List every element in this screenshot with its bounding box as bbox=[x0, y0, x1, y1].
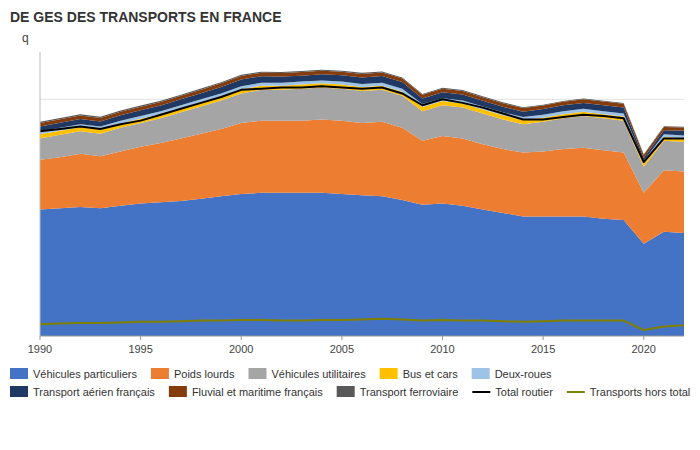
legend-swatch bbox=[380, 368, 398, 379]
legend-swatch bbox=[10, 386, 28, 397]
x-tick-label: 2010 bbox=[430, 343, 454, 355]
area bbox=[40, 83, 684, 166]
chart: DE GES DES TRANSPORTS EN FRANCE q 1990 1995… bbox=[0, 0, 700, 450]
legend-item: Bus et cars bbox=[380, 368, 459, 380]
legend-swatch bbox=[248, 368, 266, 379]
legend-label: Deux-roues bbox=[495, 368, 552, 380]
title: DE GES DES TRANSPORTS EN FRANCE bbox=[10, 9, 281, 25]
x-tick bbox=[241, 336, 242, 340]
legend-swatch bbox=[567, 391, 585, 393]
x-tick bbox=[442, 336, 443, 340]
legend-swatch bbox=[472, 368, 490, 379]
legend-label: Véhicules particuliers bbox=[33, 368, 137, 380]
legend-label: Transport aérien français bbox=[33, 386, 155, 398]
legend-swatch bbox=[151, 368, 169, 379]
legend-swatch bbox=[10, 368, 28, 379]
line bbox=[40, 319, 684, 330]
legend-label: Bus et cars bbox=[403, 368, 459, 380]
legend-label: Total routier bbox=[495, 386, 553, 398]
x-tick-label: 2020 bbox=[632, 343, 656, 355]
legend-item: Transports hors total bbox=[567, 386, 690, 398]
legend-item: Transport ferroviaire bbox=[337, 386, 459, 398]
legend-item: Transport aérien français bbox=[10, 386, 155, 398]
legend-label: Véhicules utilitaires bbox=[271, 368, 366, 380]
legend-item: Fluvial et maritime français bbox=[169, 386, 323, 398]
legend-label: Poids lourds bbox=[174, 368, 235, 380]
plot-area bbox=[40, 70, 684, 336]
y-axis-label: q bbox=[22, 31, 29, 45]
y-axis bbox=[40, 52, 41, 336]
x-tick-label: 2000 bbox=[229, 343, 253, 355]
x-tick bbox=[341, 336, 342, 340]
x-tick bbox=[40, 336, 41, 340]
legend-item: Deux-roues bbox=[472, 368, 552, 380]
legend-swatch bbox=[169, 386, 187, 397]
legend-label: Transports hors total bbox=[590, 386, 690, 398]
legend-item: Total routier bbox=[472, 386, 553, 398]
legend-item: Véhicules utilitaires bbox=[248, 368, 366, 380]
legend-swatch bbox=[337, 386, 355, 397]
x-axis bbox=[40, 336, 684, 337]
legend: Véhicules particuliers Poids lourds Véhicu… bbox=[10, 368, 690, 398]
legend-label: Fluvial et maritime français bbox=[192, 386, 323, 398]
x-tick-label: 2005 bbox=[330, 343, 354, 355]
area bbox=[40, 80, 684, 163]
legend-label: Transport ferroviaire bbox=[360, 386, 459, 398]
x-tick-label: 1995 bbox=[128, 343, 152, 355]
x-tick bbox=[643, 336, 644, 340]
legend-item: Poids lourds bbox=[151, 368, 235, 380]
x-tick-label: 1990 bbox=[28, 343, 52, 355]
legend-item: Véhicules particuliers bbox=[10, 368, 137, 380]
legend-swatch bbox=[472, 391, 490, 393]
area bbox=[40, 74, 684, 161]
line bbox=[40, 86, 684, 162]
x-tick bbox=[140, 336, 141, 340]
area bbox=[40, 70, 684, 155]
x-tick bbox=[543, 336, 544, 340]
x-tick-label: 2015 bbox=[531, 343, 555, 355]
